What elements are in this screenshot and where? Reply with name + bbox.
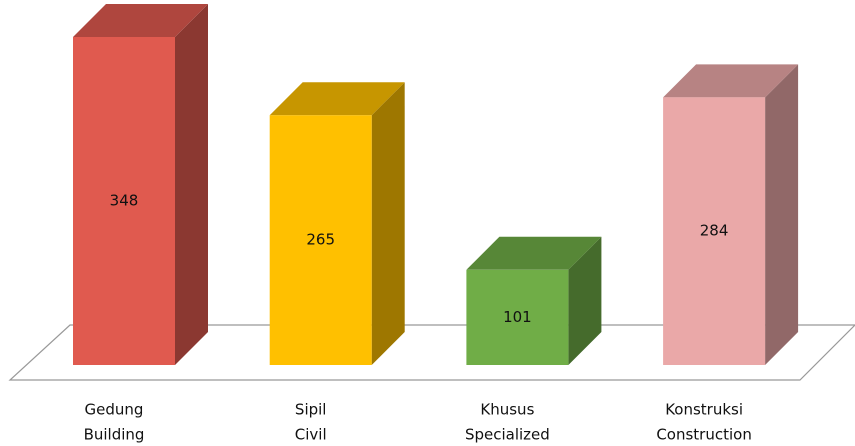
bar-top: [466, 236, 602, 270]
x-tick-label: Civil: [295, 426, 327, 444]
x-tick-label: Construction: [656, 426, 752, 444]
bar-side: [568, 236, 602, 365]
bar-side: [765, 64, 799, 365]
x-tick-label: Sipil: [295, 401, 327, 419]
bar: [269, 115, 372, 365]
value-label: 284: [700, 222, 729, 240]
value-label: 348: [110, 192, 139, 210]
x-tick-label: Konstruksi: [665, 401, 743, 419]
bar-top: [269, 82, 405, 116]
bar: [663, 97, 766, 365]
value-label: 265: [306, 231, 335, 249]
floor: [8, 324, 855, 381]
bar-side: [175, 4, 208, 365]
x-tick-label: Building: [84, 426, 145, 444]
bar-top: [663, 64, 799, 98]
bar-side: [371, 82, 405, 365]
x-tick-label: Gedung: [85, 401, 144, 419]
x-tick-label: Khusus: [480, 401, 534, 419]
x-tick-label: Specialized: [465, 426, 550, 444]
value-label: 101: [503, 308, 532, 326]
bar: [73, 37, 175, 365]
bar: [466, 269, 569, 365]
bar-top: [73, 4, 208, 37]
